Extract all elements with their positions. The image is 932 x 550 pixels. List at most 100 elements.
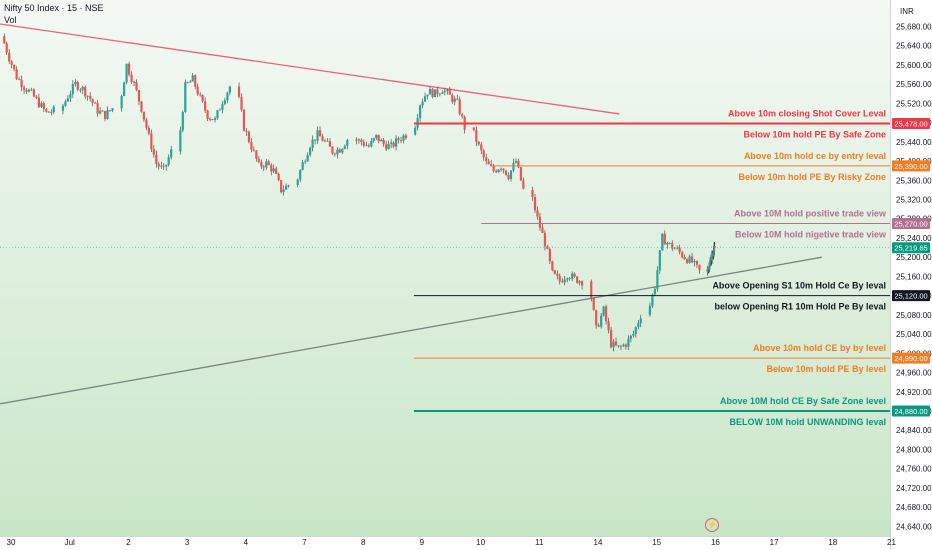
- candle-up: [688, 256, 691, 263]
- candle-down: [137, 90, 141, 102]
- candle-up: [179, 130, 182, 152]
- candle-up: [272, 168, 275, 172]
- candle-up: [323, 140, 327, 142]
- level-annotation: Above 10M hold CE By Safe Zone level: [720, 396, 886, 406]
- candle-down: [25, 89, 28, 92]
- x-tick-label: 18: [828, 538, 837, 547]
- candle-up: [426, 94, 429, 97]
- candle-down: [556, 273, 559, 276]
- y-tick-label: 24,760.00: [896, 465, 932, 474]
- candle-down: [580, 281, 584, 286]
- candle-down: [96, 103, 99, 114]
- candle-down: [101, 110, 104, 112]
- candle-down: [204, 101, 207, 111]
- y-tick-label: 25,600.00: [896, 61, 932, 70]
- level-annotation: Above 10m hold CE by by level: [753, 343, 886, 353]
- y-tick-label: 25,160.00: [896, 272, 932, 281]
- candle-down: [3, 36, 6, 44]
- candle-down: [17, 79, 21, 81]
- level-price-tag: [892, 290, 930, 302]
- level-price-label: 25,390.00: [894, 162, 927, 171]
- candle-down: [331, 146, 334, 154]
- candle-up: [600, 315, 603, 327]
- candle-down: [42, 103, 45, 109]
- candle-up: [265, 161, 268, 168]
- candle-up: [30, 89, 33, 91]
- candle-up: [40, 103, 43, 107]
- candle-up: [336, 149, 339, 155]
- candle-down: [711, 252, 714, 256]
- candle-up: [357, 139, 361, 141]
- candle-down: [186, 82, 189, 84]
- candle-up: [666, 243, 669, 245]
- x-tick-label: 11: [535, 538, 544, 547]
- candle-up: [661, 233, 664, 251]
- y-tick-label: 25,360.00: [896, 176, 932, 185]
- level-price-label: 24,990.00: [894, 354, 927, 363]
- lightning-icon[interactable]: ⚡: [705, 518, 719, 532]
- candle-down: [37, 97, 41, 107]
- level-price-label: 25,478.00: [894, 120, 927, 129]
- candle-up: [578, 281, 581, 283]
- candle-down: [487, 161, 490, 165]
- candle-down: [250, 142, 253, 150]
- candle-down: [595, 310, 598, 326]
- candle-up: [309, 147, 312, 155]
- level-price-label: 25,270.00: [894, 220, 927, 229]
- candle-up: [311, 139, 314, 148]
- trendline-falling-resistance[interactable]: [0, 23, 620, 115]
- candle-down: [318, 130, 322, 137]
- x-tick-label: Jul: [65, 538, 75, 547]
- candle-down: [155, 154, 158, 164]
- candle-down: [89, 95, 92, 99]
- candle-down: [614, 341, 618, 346]
- candle-down: [458, 99, 461, 115]
- trendline-rising-support[interactable]: [0, 256, 822, 405]
- candle-up: [709, 261, 713, 265]
- candle-down: [152, 149, 155, 155]
- candle-down: [10, 61, 13, 65]
- candle-down: [546, 246, 549, 249]
- x-tick-label: 14: [594, 538, 603, 547]
- candle-down: [392, 142, 395, 147]
- candle-up: [189, 81, 192, 83]
- candle-down: [531, 189, 534, 197]
- candle-up: [433, 89, 437, 98]
- y-tick-label: 24,640.00: [896, 522, 932, 531]
- candle-down: [211, 119, 214, 121]
- candle-up: [509, 170, 513, 179]
- candle-down: [94, 102, 97, 104]
- candle-down: [685, 259, 689, 263]
- candle-down: [199, 94, 202, 96]
- candle-down: [252, 149, 255, 151]
- x-tick-label: 4: [244, 538, 249, 547]
- candle-up: [438, 93, 442, 95]
- candle-up: [708, 266, 711, 270]
- y-tick-label: 24,720.00: [896, 484, 932, 493]
- candle-down: [321, 136, 324, 142]
- candle-down: [490, 164, 493, 166]
- candle-down: [397, 138, 400, 141]
- candle-up: [414, 127, 417, 135]
- candle-down: [448, 89, 451, 95]
- candle-down: [543, 232, 547, 247]
- candle-down: [362, 142, 365, 146]
- y-tick-label: 25,520.00: [896, 99, 932, 108]
- candle-up: [50, 112, 53, 113]
- level-annotation: below Opening R1 10m Hold Pe By leval: [714, 302, 886, 312]
- candle-up: [423, 96, 427, 102]
- candle-down: [541, 227, 544, 233]
- candle-down: [132, 81, 136, 83]
- candle-up: [191, 75, 194, 82]
- candle-down: [568, 278, 571, 280]
- candle-up: [712, 245, 716, 251]
- candle-up: [304, 161, 307, 163]
- candle-down: [257, 158, 260, 162]
- candle-down: [617, 345, 620, 347]
- candle-down: [333, 153, 336, 155]
- candle-down: [517, 161, 520, 168]
- candle-down: [247, 131, 251, 143]
- x-tick-label: 9: [420, 538, 425, 547]
